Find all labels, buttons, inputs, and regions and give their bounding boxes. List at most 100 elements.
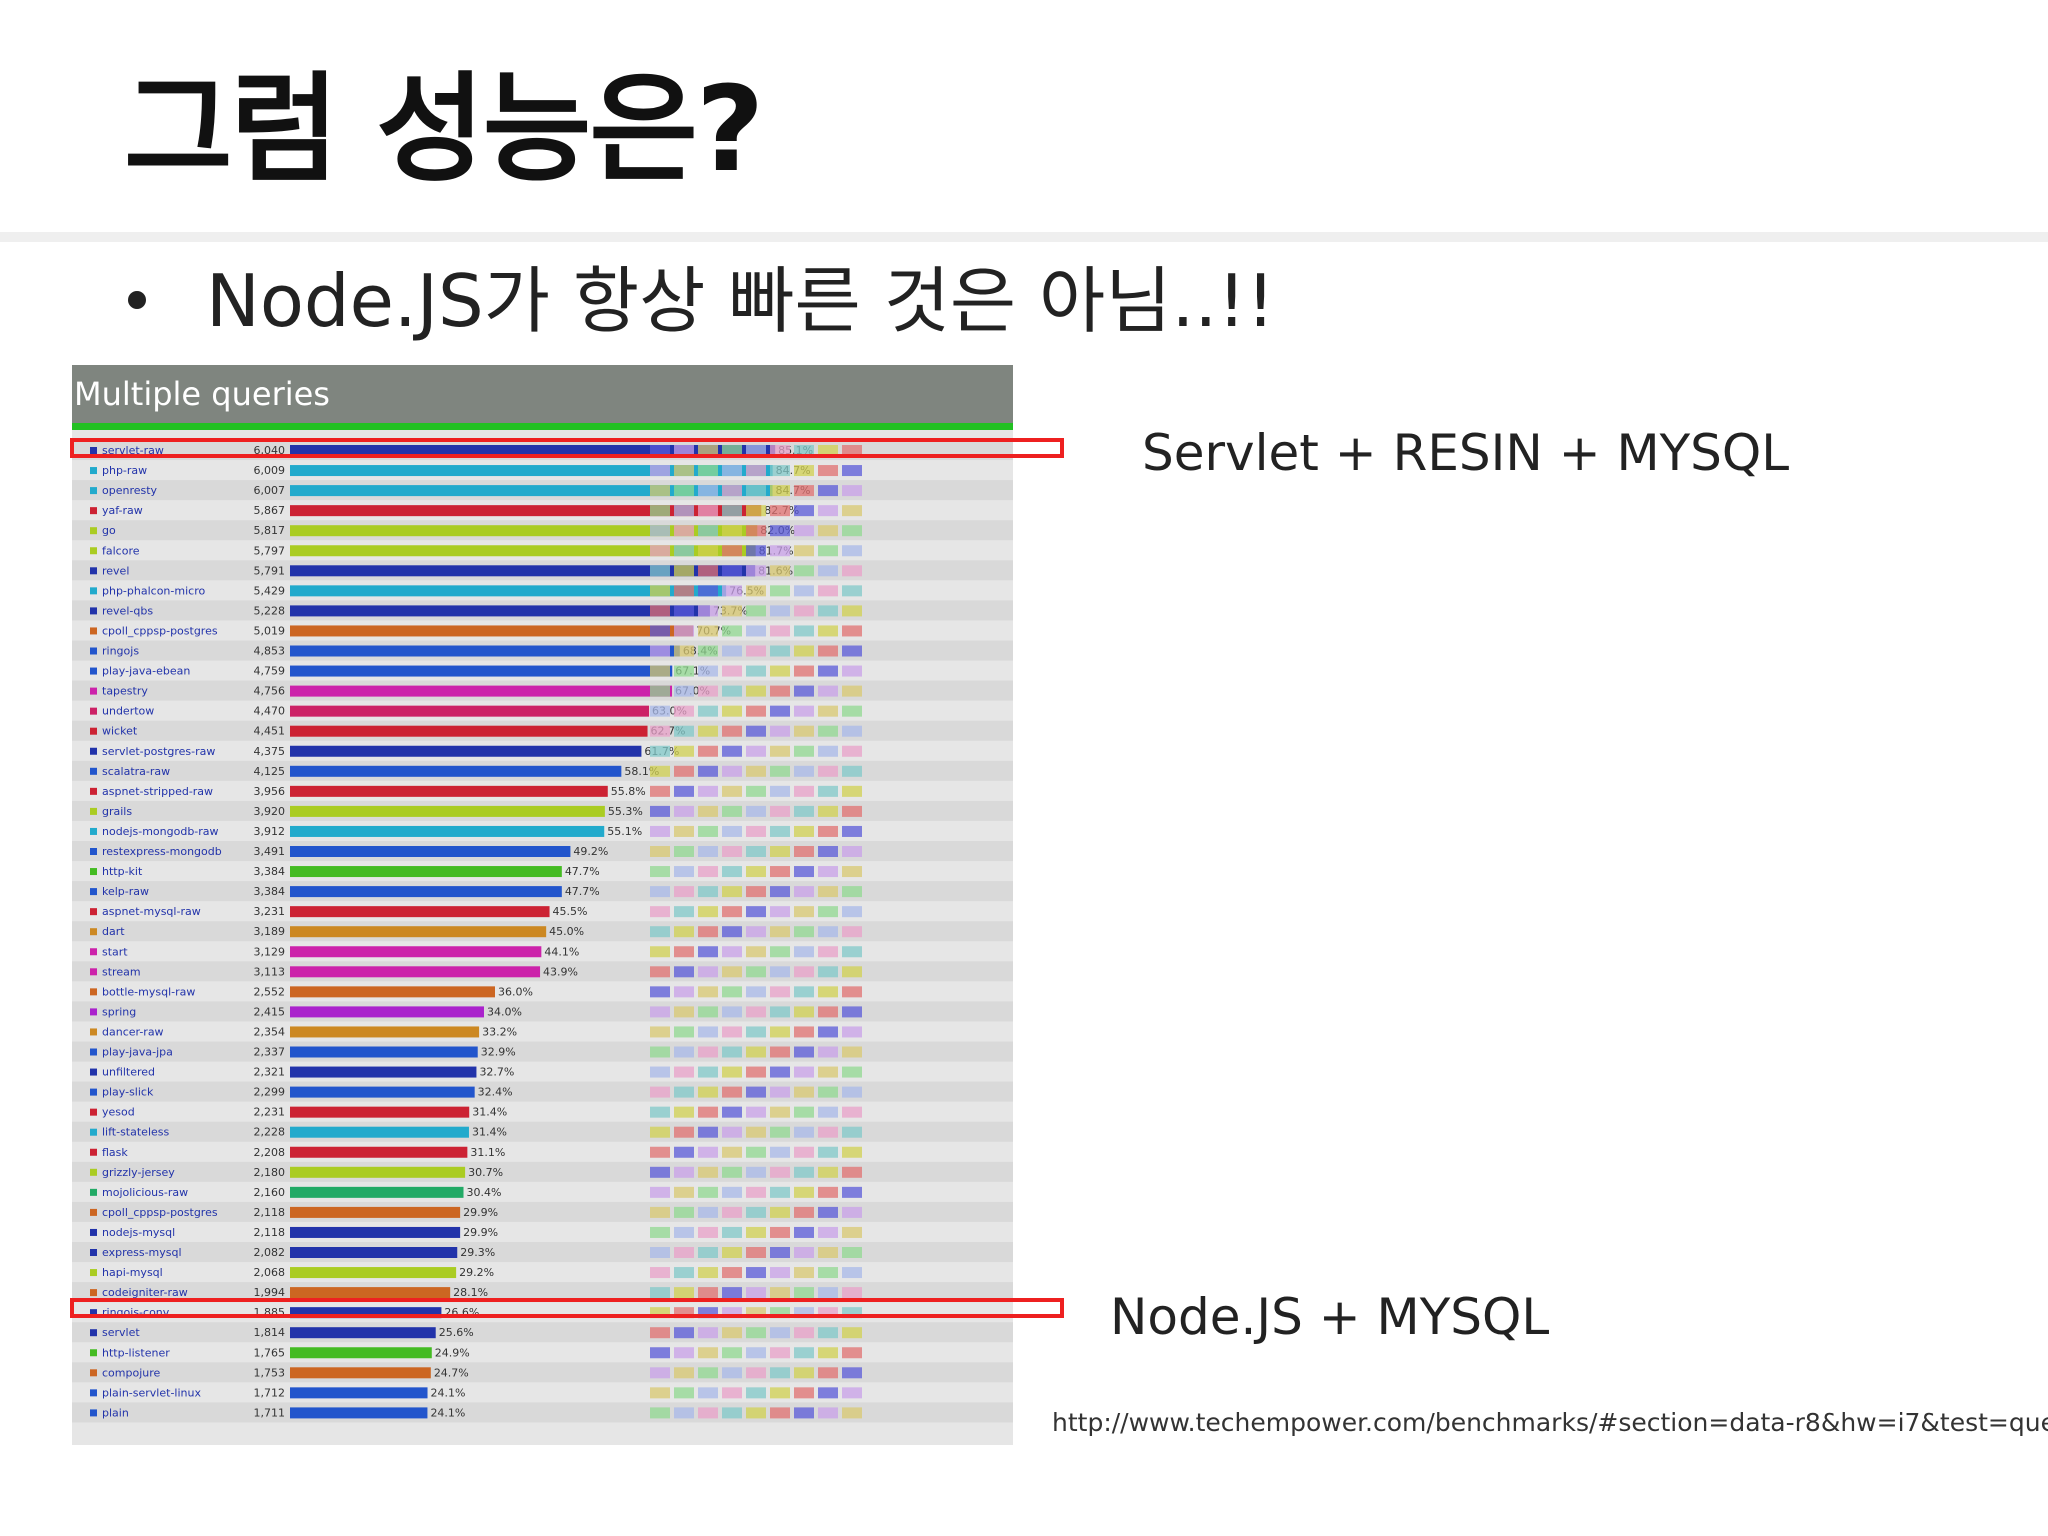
row-color-swatch <box>90 1088 97 1096</box>
row-percent-label: 25.6% <box>439 1326 474 1339</box>
stack-attribute-cell <box>842 1327 862 1339</box>
data-bar <box>290 1126 469 1138</box>
stack-attribute-cell <box>698 1367 718 1379</box>
stack-attribute-cell <box>698 1126 718 1138</box>
stack-attribute-cell <box>818 1006 838 1018</box>
stack-attribute-cell <box>794 1267 814 1279</box>
row-color-swatch <box>90 968 97 976</box>
stack-attribute-cell <box>698 525 718 537</box>
row-framework-label: stream <box>102 965 141 978</box>
data-bar <box>290 505 762 517</box>
stack-attribute-cell <box>650 1267 670 1279</box>
stack-attribute-cell <box>842 685 862 697</box>
row-value-label: 1,712 <box>254 1386 286 1399</box>
stack-attribute-cell <box>722 605 742 617</box>
stack-attribute-cell <box>698 1086 718 1098</box>
stack-attribute-cell <box>650 1026 670 1038</box>
stack-attribute-cell <box>722 1347 742 1359</box>
stack-attribute-cell <box>674 906 694 918</box>
stack-attribute-cell <box>794 485 814 497</box>
data-bar <box>290 605 710 617</box>
row-color-swatch <box>90 787 97 795</box>
stack-attribute-cell <box>746 685 766 697</box>
stack-attribute-cell <box>770 445 790 456</box>
stack-attribute-cell <box>746 565 766 577</box>
stack-attribute-cell <box>722 1367 742 1379</box>
stack-attribute-cell <box>674 465 694 477</box>
stack-attribute-cell <box>746 1166 766 1178</box>
row-framework-label: play-java-jpa <box>102 1046 173 1059</box>
annotation-servlet: Servlet + RESIN + MYSQL <box>1142 424 1790 482</box>
row-color-swatch <box>90 1389 97 1397</box>
stack-attribute-cell <box>746 465 766 477</box>
stack-attribute-cell <box>722 1106 742 1118</box>
stack-attribute-cell <box>794 605 814 617</box>
row-framework-label: go <box>102 524 116 537</box>
stack-attribute-cell <box>842 1307 862 1319</box>
row-color-swatch <box>90 1128 97 1136</box>
stack-attribute-cell <box>818 926 838 938</box>
stack-attribute-cell <box>674 825 694 837</box>
stack-attribute-cell <box>698 665 718 677</box>
stack-attribute-cell <box>794 545 814 557</box>
stack-attribute-cell <box>722 745 742 757</box>
stack-attribute-cell <box>818 645 838 657</box>
row-percent-label: 45.5% <box>553 905 588 918</box>
stack-attribute-cell <box>770 926 790 938</box>
row-color-swatch <box>90 1329 97 1337</box>
stack-attribute-cell <box>818 825 838 837</box>
row-value-label: 1,765 <box>254 1346 286 1359</box>
row-value-label: 5,867 <box>254 504 286 517</box>
stack-attribute-cell <box>722 545 742 557</box>
stack-attribute-cell <box>650 1046 670 1058</box>
row-percent-label: 43.9% <box>543 965 578 978</box>
row-percent-label: 31.4% <box>472 1106 507 1119</box>
row-framework-label: unfiltered <box>102 1066 155 1079</box>
stack-attribute-cell <box>722 1206 742 1218</box>
stack-attribute-cell <box>698 585 718 597</box>
stack-attribute-cell <box>722 1166 742 1178</box>
row-framework-label: dart <box>102 925 125 938</box>
stack-attribute-cell <box>818 1247 838 1258</box>
stack-attribute-cell <box>746 725 766 737</box>
panel-header-accent <box>72 423 1013 430</box>
stack-attribute-cell <box>794 665 814 677</box>
row-framework-label: bottle-mysql-raw <box>102 985 195 998</box>
row-value-label: 3,384 <box>254 885 286 898</box>
data-bar <box>290 926 547 938</box>
stack-attribute-cell <box>818 1086 838 1098</box>
data-bar <box>290 785 608 797</box>
stack-attribute-cell <box>818 1146 838 1158</box>
stack-attribute-cell <box>722 1287 742 1299</box>
stack-attribute-cell <box>746 946 766 958</box>
stack-attribute-cell <box>698 825 718 837</box>
stack-attribute-cell <box>698 1307 718 1319</box>
stack-attribute-cell <box>770 1146 790 1158</box>
stack-attribute-cell <box>722 866 742 878</box>
stack-attribute-cell <box>674 1186 694 1198</box>
stack-attribute-cell <box>770 1206 790 1218</box>
data-bar <box>290 1387 428 1399</box>
data-bar <box>290 1186 464 1198</box>
stack-attribute-cell <box>842 585 862 597</box>
data-bar <box>290 465 773 477</box>
stack-attribute-cell <box>698 625 718 637</box>
row-color-swatch <box>90 567 97 575</box>
stack-attribute-cell <box>674 625 694 637</box>
stack-attribute-cell <box>842 1166 862 1178</box>
data-bar <box>290 1287 451 1299</box>
row-framework-label: restexpress-mongodb <box>102 845 222 858</box>
row-percent-label: 55.1% <box>607 825 642 838</box>
data-bar <box>290 1206 461 1218</box>
data-bar <box>290 966 541 978</box>
stack-attribute-cell <box>746 1367 766 1379</box>
stack-attribute-cell <box>698 485 718 497</box>
stack-attribute-cell <box>650 1226 670 1238</box>
stack-attribute-cell <box>794 1367 814 1379</box>
row-color-swatch <box>90 667 97 675</box>
stack-attribute-cell <box>842 1106 862 1118</box>
panel-header: Multiple queries <box>72 365 1013 423</box>
stack-attribute-cell <box>722 645 742 657</box>
stack-attribute-cell <box>698 1066 718 1078</box>
stack-attribute-cell <box>674 926 694 938</box>
